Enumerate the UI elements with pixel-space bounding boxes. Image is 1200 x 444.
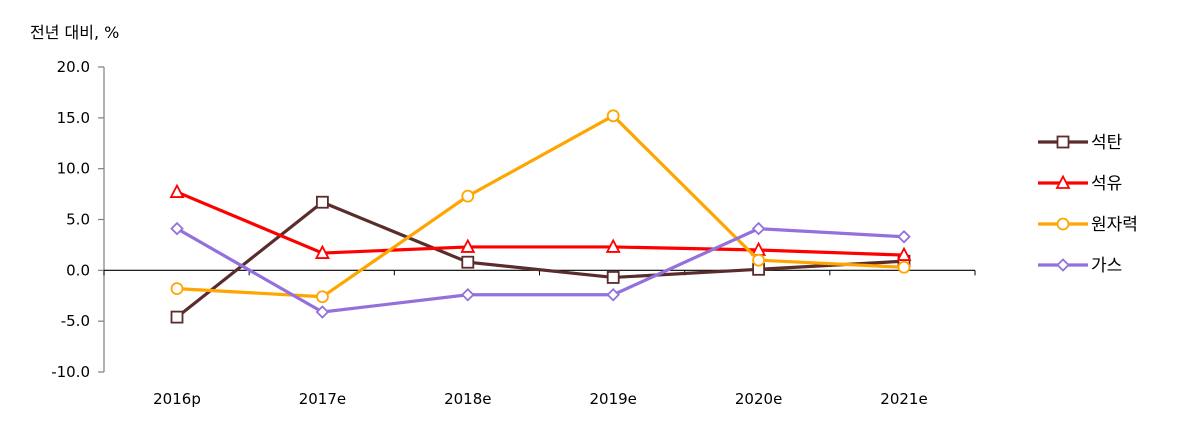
legend-label: 석유	[1091, 174, 1122, 194]
data-point	[461, 287, 475, 302]
x-tick-label: 2017e	[299, 390, 346, 408]
data-point	[461, 189, 475, 203]
data-point	[314, 244, 330, 259]
y-tick-label: 5.0	[66, 211, 90, 229]
y-tick-label: -10.0	[51, 363, 90, 381]
legend-marker	[1056, 135, 1070, 149]
legend-label: 가스	[1091, 256, 1122, 276]
data-point	[751, 221, 766, 236]
data-point	[606, 109, 620, 123]
axes	[103, 67, 975, 372]
data-point	[460, 238, 476, 253]
y-tick-label: -5.0	[61, 312, 90, 330]
series-line	[176, 114, 905, 299]
legend-label: 원자력	[1091, 215, 1138, 235]
data-point	[606, 287, 620, 302]
series-1	[170, 195, 911, 324]
x-tick-label: 2020e	[735, 390, 782, 408]
y-tick-label: 10.0	[57, 160, 90, 178]
legend-marker	[1056, 217, 1070, 231]
data-point	[169, 183, 185, 198]
data-point	[461, 255, 475, 269]
y-axis-unit-label: 전년 대비, %	[30, 23, 119, 42]
data-point	[315, 290, 329, 304]
legend-item: 석유	[1038, 174, 1122, 194]
series-line	[176, 227, 905, 314]
y-axis-ticks: 20.0 15.0 10.0 5.0 0.0 -5.0 -10.0	[51, 58, 104, 381]
legend-item: 석탄	[1038, 133, 1123, 153]
legend-item: 원자력	[1038, 215, 1138, 235]
series-line	[176, 190, 905, 257]
legend-marker	[1055, 174, 1071, 189]
data-point	[170, 282, 184, 296]
x-tick-label: 2016p	[153, 390, 201, 408]
data-point	[170, 221, 184, 236]
data-point	[752, 253, 765, 267]
data-point	[315, 195, 329, 209]
x-tick-label: 2019e	[589, 390, 636, 408]
legend-label: 석탄	[1091, 133, 1123, 153]
legend-marker	[1056, 258, 1070, 272]
data-point	[315, 305, 330, 319]
series-3	[170, 109, 911, 304]
data-point	[606, 271, 620, 284]
x-tick-label: 2018e	[444, 390, 491, 408]
data-point	[170, 310, 184, 324]
x-axis-ticks: 2016p 2017e 2018e 2019e 2020e 2021e	[103, 270, 976, 408]
data-point	[605, 238, 621, 253]
y-tick-label: 20.0	[57, 58, 90, 76]
data-point	[897, 230, 911, 244]
data-point	[896, 246, 912, 261]
series-2	[169, 183, 912, 261]
y-tick-label: 15.0	[57, 109, 90, 127]
series-lines	[169, 109, 912, 324]
series-line	[176, 200, 905, 319]
x-tick-label: 2021e	[880, 390, 927, 408]
series-4	[170, 221, 911, 319]
y-tick-label: 0.0	[66, 261, 90, 279]
data-point	[897, 260, 911, 274]
legend-item: 가스	[1038, 256, 1122, 276]
